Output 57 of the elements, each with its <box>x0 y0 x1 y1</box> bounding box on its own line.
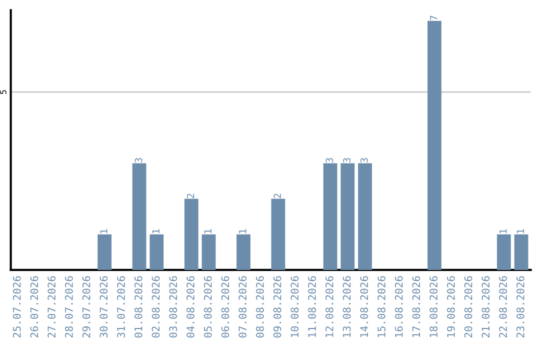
x-tick-label: 05.08.2026 <box>204 276 212 338</box>
bar <box>202 234 216 270</box>
y-tick-label: 5 <box>0 90 6 94</box>
data-label: 1 <box>152 229 160 234</box>
bar <box>236 234 250 270</box>
bar <box>184 198 198 270</box>
bar <box>496 234 511 270</box>
data-label: 2 <box>186 194 194 198</box>
x-tick-label: 21.08.2026 <box>482 276 490 338</box>
bar <box>150 234 164 270</box>
x-tick-label: 26.07.2026 <box>30 276 38 338</box>
data-label: 3 <box>360 158 368 163</box>
x-tick-label: 13.08.2026 <box>342 276 351 337</box>
x-tick-label: 28.07.2026 <box>65 276 73 338</box>
x-tick-label: 19.08.2026 <box>446 276 455 337</box>
x-tick-label: 09.08.2026 <box>273 276 282 338</box>
x-tick-label: 25.07.2026 <box>12 276 21 338</box>
x-tick-label: 04.08.2026 <box>186 276 194 338</box>
x-tick-label: 23.08.2026 <box>516 276 524 338</box>
data-label: 1 <box>516 229 524 234</box>
x-tick-label: 14.08.2026 <box>360 276 368 337</box>
x-tick-label: 31.07.2026 <box>117 276 125 338</box>
x-tick-label: 17.08.2026 <box>412 276 420 337</box>
bar <box>428 20 442 270</box>
bar <box>132 163 146 270</box>
data-label: 7 <box>430 16 438 20</box>
bar <box>271 198 286 270</box>
x-tick-label: 16.08.2026 <box>394 276 403 337</box>
data-label: 3 <box>134 158 142 163</box>
x-tick-label: 03.08.2026 <box>169 276 178 338</box>
bar <box>323 163 338 270</box>
x-tick-label: 27.07.2026 <box>48 276 56 338</box>
x-tick-label: 12.08.2026 <box>325 276 334 337</box>
x-tick-label: 18.08.2026 <box>430 276 438 337</box>
data-label: 3 <box>343 158 350 163</box>
x-tick-label: 10.08.2026 <box>290 276 299 337</box>
x-tick-label: 01.08.2026 <box>134 276 142 338</box>
data-label: 1 <box>239 229 246 234</box>
data-label: 1 <box>100 229 108 234</box>
bar <box>358 163 372 270</box>
bar <box>340 163 355 270</box>
x-tick-label: 29.07.2026 <box>82 276 90 338</box>
bar <box>514 234 528 270</box>
data-label: 1 <box>500 229 507 234</box>
x-tick-label: 22.08.2026 <box>499 276 507 338</box>
data-label: 3 <box>326 158 334 163</box>
x-tick-label: 30.07.2026 <box>100 276 108 338</box>
x-tick-label: 15.08.2026 <box>378 276 386 337</box>
data-label: 1 <box>204 229 212 234</box>
data-label: 2 <box>274 194 281 198</box>
x-tick-label: 07.08.2026 <box>238 276 247 338</box>
bar <box>98 234 112 270</box>
x-tick-label: 06.08.2026 <box>221 276 230 338</box>
x-tick-label: 08.08.2026 <box>256 276 264 338</box>
x-tick-label: 11.08.2026 <box>308 276 316 337</box>
x-tick-label: 02.08.2026 <box>152 276 160 338</box>
x-tick-label: 20.08.2026 <box>464 276 472 338</box>
